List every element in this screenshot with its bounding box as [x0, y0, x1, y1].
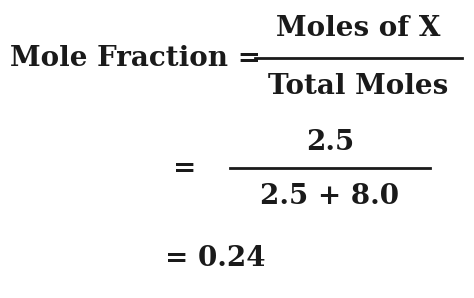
Text: =: =: [173, 154, 197, 181]
Text: Mole Fraction =: Mole Fraction =: [10, 44, 271, 72]
Text: 2.5 + 8.0: 2.5 + 8.0: [261, 184, 400, 210]
Text: Moles of X: Moles of X: [276, 15, 441, 41]
Text: 2.5: 2.5: [306, 130, 354, 156]
Text: = 0.24: = 0.24: [165, 244, 265, 271]
Text: Total Moles: Total Moles: [268, 74, 448, 100]
